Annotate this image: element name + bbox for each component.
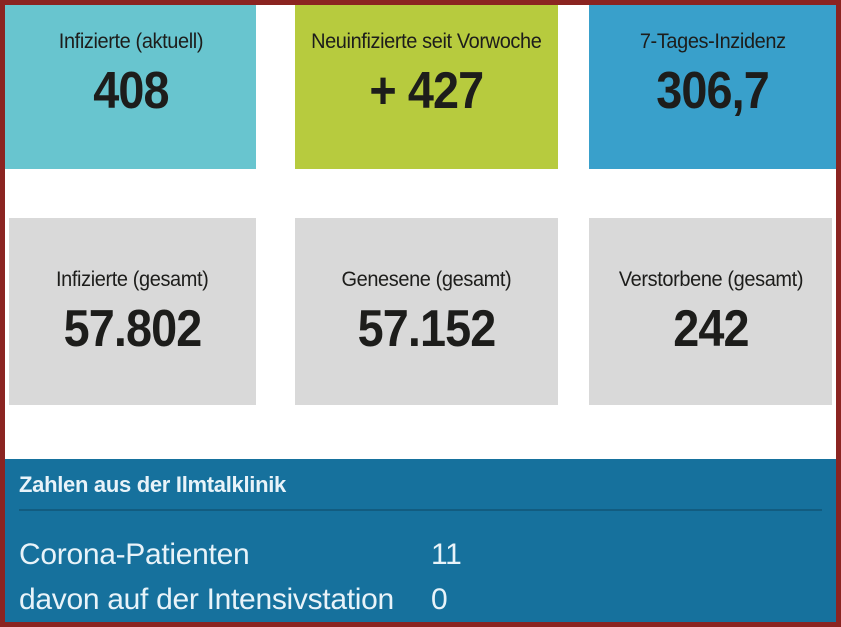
clinic-row-value: 11	[431, 538, 462, 571]
clinic-row-value: 0	[431, 583, 448, 616]
card-value-infizierte-aktuell: 408	[92, 62, 169, 120]
card-value-neuinfizierte: + 427	[369, 62, 485, 120]
card-label-verstorbene-gesamt: Verstorbene (gesamt)	[618, 268, 803, 291]
card-value-infizierte-gesamt: 57.802	[63, 300, 203, 358]
card-value-verstorbene-gesamt: 242	[672, 300, 749, 358]
card-label-infizierte-gesamt: Infizierte (gesamt)	[56, 268, 209, 291]
card-neuinfizierte: Neuinfizierte seit Vorwoche + 427	[295, 5, 558, 169]
clinic-panel-title: Zahlen aus der Ilmtalklinik	[19, 459, 822, 511]
card-label-infizierte-aktuell: Infizierte (aktuell)	[58, 30, 203, 53]
clinic-panel: Zahlen aus der Ilmtalklinik Corona-Patie…	[5, 459, 836, 622]
clinic-row-label: davon auf der Intensivstation	[19, 583, 394, 616]
clinic-row-intensivstation: davon auf der Intensivstation 0	[19, 577, 822, 622]
card-label-genesene-gesamt: Genesene (gesamt)	[341, 268, 512, 291]
clinic-row-corona-patienten: Corona-Patienten 11	[19, 532, 822, 577]
kpi-row-totals: Infizierte (gesamt) 57.802 Genesene (ges…	[5, 218, 836, 405]
card-value-inzidenz: 306,7	[656, 62, 770, 120]
card-verstorbene-gesamt: Verstorbene (gesamt) 242	[589, 218, 832, 405]
card-infizierte-aktuell: Infizierte (aktuell) 408	[5, 5, 256, 169]
card-inzidenz: 7-Tages-Inzidenz 306,7	[589, 5, 836, 169]
card-infizierte-gesamt: Infizierte (gesamt) 57.802	[9, 218, 256, 405]
card-label-neuinfizierte: Neuinfizierte seit Vorwoche	[311, 30, 542, 53]
kpi-row-current: Infizierte (aktuell) 408 Neuinfizierte s…	[5, 5, 836, 169]
card-value-genesene-gesamt: 57.152	[357, 300, 497, 358]
clinic-row-label: Corona-Patienten	[19, 538, 250, 571]
card-genesene-gesamt: Genesene (gesamt) 57.152	[295, 218, 558, 405]
card-label-inzidenz: 7-Tages-Inzidenz	[639, 30, 786, 53]
clinic-rows: Corona-Patienten 11 davon auf der Intens…	[19, 532, 822, 622]
